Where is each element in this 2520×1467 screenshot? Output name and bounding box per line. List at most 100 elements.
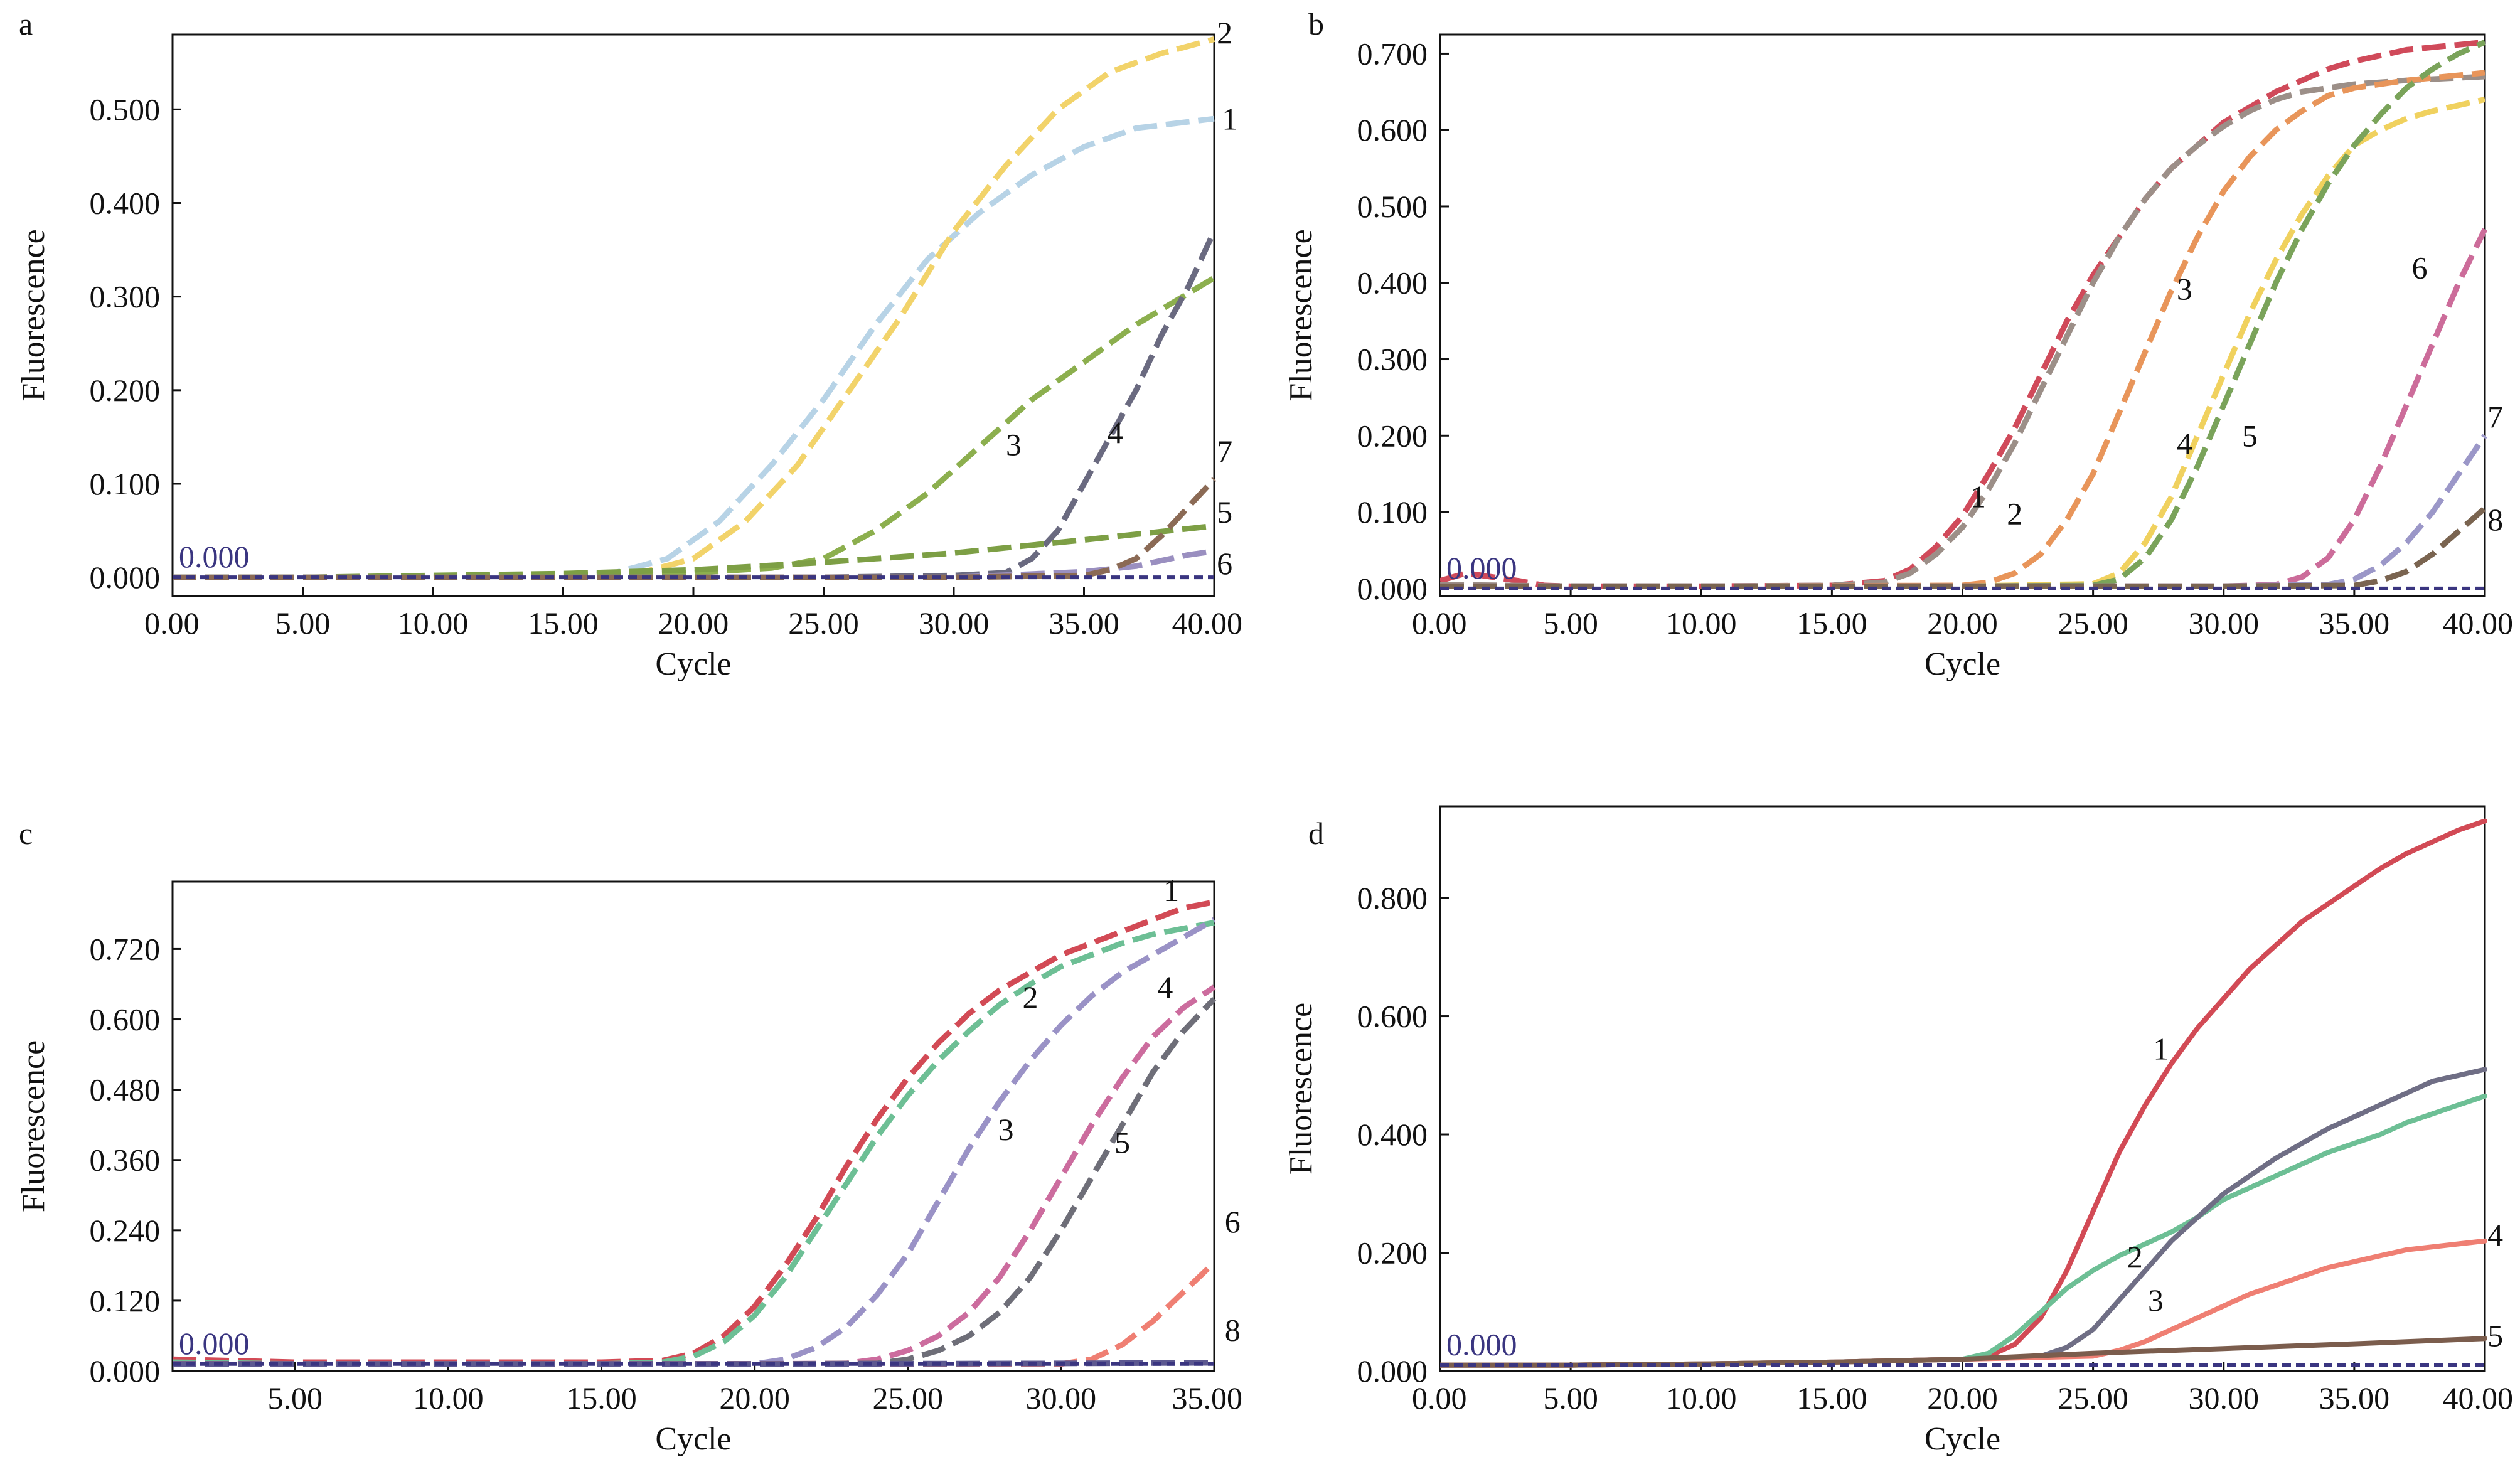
- x-tick-label: 0.00: [1412, 1380, 1467, 1416]
- threshold-label: 0.000: [1446, 550, 1517, 585]
- series-1-line: [173, 115, 1215, 580]
- y-tick-label: 0.000: [90, 560, 161, 595]
- series-label: 2: [1023, 979, 1038, 1015]
- y-axis-title: Fluorescence: [16, 1040, 51, 1212]
- series-label: 4: [2177, 425, 2192, 461]
- x-tick-label: 35.00: [2319, 605, 2390, 641]
- x-tick-label: 0.00: [144, 605, 200, 641]
- y-tick-label: 0.700: [1357, 36, 1428, 71]
- x-tick-label: 0.00: [1412, 605, 1467, 641]
- series-label: 3: [2177, 271, 2192, 306]
- threshold-label: 0.000: [1446, 1327, 1517, 1362]
- y-axis-title: Fluorescence: [1283, 1003, 1319, 1175]
- y-tick-label: 0.400: [1357, 1117, 1428, 1152]
- y-tick-label: 0.500: [90, 92, 161, 127]
- series-label: 5: [2487, 1318, 2503, 1353]
- x-tick-label: 10.00: [1666, 605, 1737, 641]
- x-tick-label: 35.00: [2319, 1380, 2390, 1416]
- y-tick-label: 0.000: [1357, 571, 1428, 606]
- series-label: 7: [2487, 399, 2503, 434]
- y-tick-label: 0.000: [1357, 1353, 1428, 1389]
- y-tick-label: 0.100: [1357, 494, 1428, 530]
- series-label: 2: [1217, 15, 1232, 50]
- x-axis-title: Cycle: [655, 1421, 731, 1457]
- y-tick-label: 0.800: [1357, 880, 1428, 915]
- plot-frame: [1439, 33, 2486, 597]
- series-1-line: [1440, 39, 2485, 589]
- x-tick-label: 5.00: [1543, 605, 1598, 641]
- panel-letter: c: [19, 816, 33, 851]
- series-label: 4: [2487, 1217, 2503, 1252]
- x-tick-label: 15.00: [528, 605, 599, 641]
- x-tick-label: 10.00: [1666, 1380, 1737, 1416]
- series-4-line: [173, 230, 1217, 580]
- y-tick-label: 0.720: [90, 931, 161, 966]
- y-tick-label: 0.300: [90, 279, 161, 314]
- series-label: 6: [2411, 250, 2427, 285]
- x-tick-label: 25.00: [2058, 1380, 2128, 1416]
- y-tick-label: 0.200: [1357, 1235, 1428, 1271]
- series-label: 7: [1217, 434, 1232, 469]
- panel-a: a 0.00 5.00 10.00 15.00 20.00 25.00 30.00 35.00 4…: [16, 6, 1242, 682]
- y-tick-label: 0.500: [1357, 189, 1428, 224]
- panel-letter: a: [19, 6, 33, 41]
- x-tick-label: 10.00: [413, 1380, 484, 1416]
- series-label: 5: [1217, 494, 1232, 530]
- y-tick-label: 0.000: [90, 1353, 161, 1389]
- plot-area: [1440, 39, 2488, 590]
- plot-frame: [1439, 805, 2486, 1372]
- series-8-line: [1440, 506, 2487, 589]
- x-tick-label: 30.00: [2189, 1380, 2260, 1416]
- series-label: 5: [2242, 418, 2258, 453]
- x-axis-title: Cycle: [1925, 1421, 2000, 1457]
- x-tick-label: 30.00: [2189, 605, 2260, 641]
- series-label: 8: [2487, 502, 2503, 537]
- x-tick-label: 30.00: [919, 605, 990, 641]
- x-tick-label: 20.00: [658, 605, 729, 641]
- series-label: 3: [998, 1112, 1014, 1147]
- series-3-line: [1440, 70, 2485, 589]
- y-tick-label: 0.200: [90, 373, 161, 408]
- x-tick-label: 35.00: [1049, 605, 1119, 641]
- x-axis-title: Cycle: [1925, 646, 2000, 682]
- panel-b: b 0.00 5.00 10.00 15.00 20.00 25.00 30.00 35.00 4…: [1283, 6, 2513, 682]
- plot-area: [173, 36, 1217, 580]
- series-label: 4: [1108, 415, 1123, 450]
- y-tick-label: 0.400: [90, 186, 161, 221]
- series-label: 1: [1970, 479, 1986, 515]
- series-label: 3: [2148, 1283, 2164, 1318]
- series-label: 8: [1225, 1313, 1241, 1348]
- panel-d: d 0.00 5.00 10.00 15.00 20.00 25.00 30.00 35.00 4…: [1283, 805, 2513, 1457]
- y-tick-label: 0.100: [90, 466, 161, 501]
- series-label: 6: [1217, 546, 1232, 581]
- x-tick-label: 40.00: [1172, 605, 1243, 641]
- series-3-line: [173, 917, 1216, 1367]
- series-label: 2: [2007, 496, 2022, 531]
- x-tick-label: 5.00: [1543, 1380, 1598, 1416]
- series-label: 3: [1006, 427, 1022, 462]
- y-tick-label: 0.480: [90, 1072, 161, 1107]
- plot-area: [1440, 818, 2487, 1368]
- x-tick-label: 25.00: [788, 605, 859, 641]
- series-label: 5: [1114, 1125, 1130, 1160]
- y-axis-title: Fluorescence: [16, 229, 51, 401]
- series-2-line: [1440, 73, 2485, 589]
- plot-area: [173, 899, 1217, 1367]
- series-7-line: [173, 477, 1217, 580]
- x-tick-label: 35.00: [1172, 1380, 1243, 1416]
- x-tick-label: 10.00: [398, 605, 469, 641]
- panel-letter: d: [1308, 816, 1324, 851]
- x-tick-label: 20.00: [719, 1380, 790, 1416]
- series-label: 2: [2127, 1239, 2143, 1274]
- y-tick-label: 0.120: [90, 1283, 161, 1318]
- threshold-label: 0.000: [179, 1326, 250, 1361]
- y-tick-label: 0.600: [90, 1002, 161, 1037]
- x-tick-label: 20.00: [1927, 605, 1998, 641]
- x-tick-label: 15.00: [1797, 1380, 1867, 1416]
- x-tick-label: 30.00: [1026, 1380, 1097, 1416]
- y-tick-label: 0.600: [1357, 112, 1428, 147]
- x-tick-label: 5.00: [268, 1380, 323, 1416]
- series-label: 4: [1157, 969, 1173, 1005]
- y-axis-title: Fluorescence: [1283, 229, 1319, 401]
- x-tick-label: 40.00: [2443, 605, 2514, 641]
